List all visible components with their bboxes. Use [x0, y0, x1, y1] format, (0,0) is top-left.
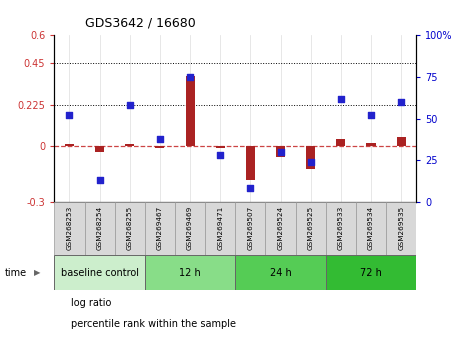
Text: time: time [5, 268, 27, 278]
Bar [235, 202, 265, 255]
Bar [356, 202, 386, 255]
Bar [367, 143, 376, 146]
Point [217, 152, 224, 158]
Bar [114, 202, 145, 255]
Text: GSM269469: GSM269469 [187, 206, 193, 251]
Bar [246, 146, 255, 179]
Bar [175, 202, 205, 255]
Text: 72 h: 72 h [360, 268, 382, 278]
Bar [205, 202, 235, 255]
Bar [156, 146, 165, 148]
Bar [386, 202, 416, 255]
Text: GSM268254: GSM268254 [96, 206, 103, 251]
Bar [235, 255, 326, 290]
Bar [336, 139, 345, 146]
Bar [65, 144, 74, 146]
Point [337, 96, 345, 102]
Text: GSM268255: GSM268255 [127, 206, 133, 251]
Bar [397, 137, 406, 146]
Point [397, 99, 405, 105]
Text: GSM268253: GSM268253 [67, 206, 72, 251]
Bar [54, 202, 85, 255]
Point [246, 185, 254, 191]
Text: GSM269535: GSM269535 [398, 206, 404, 251]
Bar [296, 202, 326, 255]
Bar [54, 255, 145, 290]
Bar [95, 146, 104, 152]
Text: GSM269507: GSM269507 [247, 206, 254, 251]
Point [66, 113, 73, 118]
Text: GSM269534: GSM269534 [368, 206, 374, 251]
Text: ▶: ▶ [34, 268, 41, 277]
Bar [216, 146, 225, 148]
Text: percentile rank within the sample: percentile rank within the sample [71, 319, 236, 329]
Text: log ratio: log ratio [71, 298, 111, 308]
Bar [85, 202, 114, 255]
Point [156, 136, 164, 141]
Bar [326, 202, 356, 255]
Point [126, 102, 133, 108]
Bar [125, 144, 134, 146]
Text: GSM269525: GSM269525 [308, 206, 314, 251]
Bar [306, 146, 315, 169]
Text: GDS3642 / 16680: GDS3642 / 16680 [85, 17, 196, 29]
Bar [145, 202, 175, 255]
Point [307, 159, 315, 165]
Bar [185, 76, 194, 146]
Point [96, 177, 104, 183]
Point [367, 113, 375, 118]
Text: GSM269471: GSM269471 [217, 206, 223, 251]
Text: GSM269524: GSM269524 [278, 206, 283, 251]
Text: baseline control: baseline control [61, 268, 139, 278]
Text: 24 h: 24 h [270, 268, 291, 278]
Bar [145, 255, 235, 290]
Bar [265, 202, 296, 255]
Text: GSM269533: GSM269533 [338, 206, 344, 251]
Point [186, 74, 194, 80]
Text: 12 h: 12 h [179, 268, 201, 278]
Bar [326, 255, 416, 290]
Point [277, 149, 284, 155]
Text: GSM269467: GSM269467 [157, 206, 163, 251]
Bar [276, 146, 285, 158]
